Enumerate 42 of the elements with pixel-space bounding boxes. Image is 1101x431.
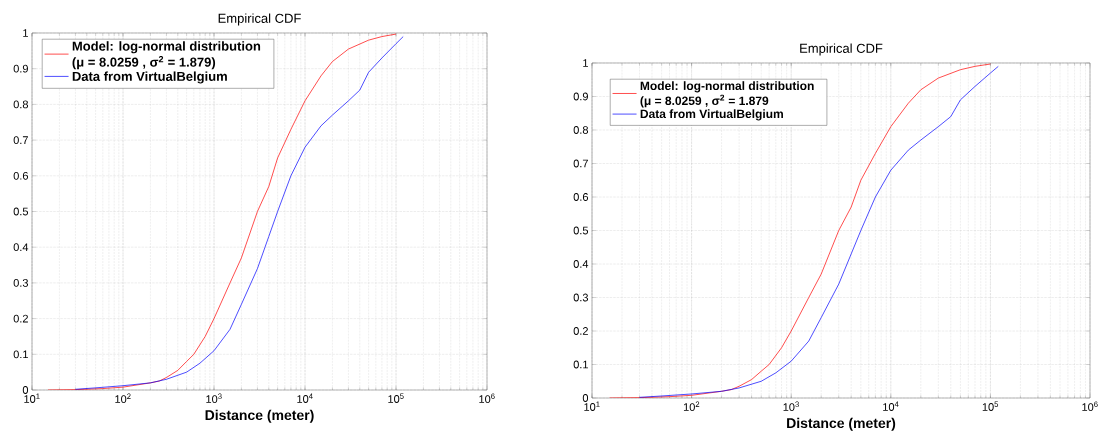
x-tick-label: 10$^{2}$	[115, 393, 131, 403]
y-tick-label: 0.7	[573, 159, 588, 168]
legend-label: Model: log-normal distribution (μ = 8.0259 , σ$^{2}$ = 1.879	[640, 81, 814, 108]
y-tick-label: 1	[23, 29, 28, 37]
legend-label: Model: log-normal distribution (μ = 8.0259 , σ$^{2}$ = 1.879)	[72, 41, 261, 70]
chart-title: Empirical CDF	[800, 43, 883, 56]
y-tick-label: 0.8	[573, 126, 589, 134]
y-tick-label: 0.6	[13, 171, 28, 180]
x-axis-title: Distance (meter)	[787, 417, 896, 431]
y-tick-label: 0.2	[13, 314, 28, 323]
x-tick-label: 10$^{3}$	[783, 401, 799, 411]
legend-label: Data from VirtualBelgium	[640, 109, 783, 121]
y-tick-label: 1	[583, 59, 588, 67]
y-tick-label: 0.6	[573, 193, 589, 201]
chart-title: Empirical CDF	[218, 13, 301, 26]
x-tick-label: 10$^{4}$	[297, 393, 313, 403]
x-axis-title: Distance (meter)	[205, 409, 314, 423]
y-tick-label: 0.1	[13, 350, 28, 359]
x-tick-label: 10$^{5}$	[982, 401, 999, 411]
y-tick-label: 0.8	[13, 100, 28, 109]
y-tick-label: 0.9	[13, 64, 28, 73]
y-tick-label: 0.3	[573, 293, 589, 302]
x-tick-label: 10$^{4}$	[883, 401, 899, 411]
y-tick-label: 0.3	[13, 279, 28, 287]
x-tick-label: 10$^{2}$	[683, 401, 700, 411]
x-tick-label: 10$^{1}$	[584, 401, 600, 411]
y-tick-label: 0	[22, 386, 29, 394]
y-tick-label: 0.1	[573, 360, 588, 369]
x-tick-label: 10$^{1}$	[24, 393, 40, 403]
x-tick-label: 10$^{5}$	[388, 393, 404, 403]
y-tick-label: 0.2	[573, 327, 588, 335]
y-tick-label: 0.4	[13, 243, 29, 252]
y-tick-label: 0	[582, 394, 589, 402]
y-tick-label: 0.5	[13, 207, 29, 216]
y-tick-label: 0.7	[13, 136, 28, 144]
x-tick-label: 10$^{3}$	[206, 393, 222, 403]
y-tick-label: 0.9	[573, 92, 588, 101]
y-tick-label: 0.5	[573, 226, 589, 235]
y-tick-label: 0.4	[573, 260, 589, 268]
legend-label: Data from VirtualBelgium	[72, 71, 227, 84]
x-tick-label: 10$^{6}$	[479, 393, 495, 403]
x-tick-label: 10$^{6}$	[1082, 401, 1098, 411]
